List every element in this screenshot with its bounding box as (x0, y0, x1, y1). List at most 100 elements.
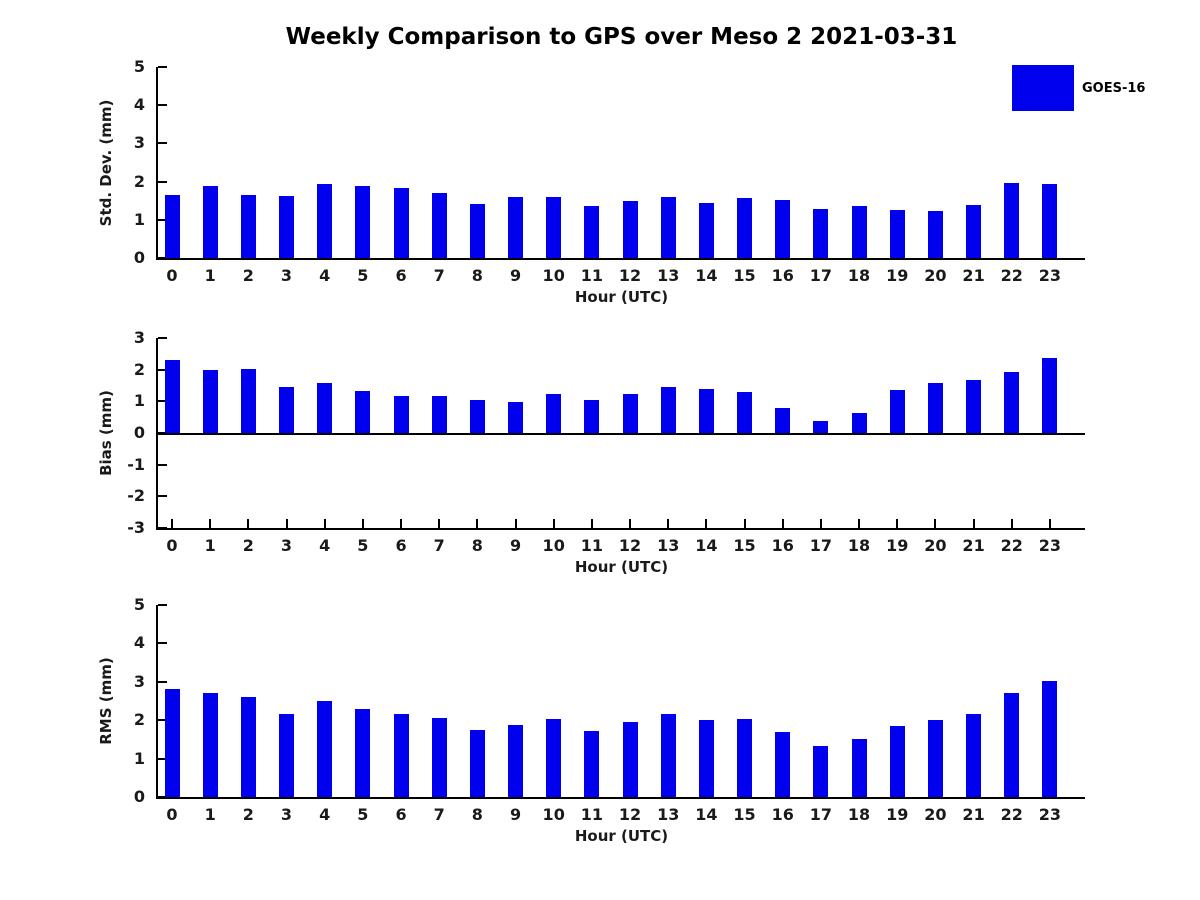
x-tick-mark (590, 519, 593, 528)
x-tick-label-22: 22 (1000, 266, 1023, 285)
x-tick-label-2: 2 (242, 266, 254, 285)
x-tick-label-1: 1 (204, 536, 216, 555)
bar-hour-12 (622, 721, 638, 797)
y-tick-mark (158, 104, 167, 107)
x-tick-label-2: 2 (242, 805, 254, 824)
legend: GOES-16 (1012, 65, 1145, 111)
legend-swatch-goes16 (1012, 65, 1074, 111)
x-tick-label-11: 11 (580, 805, 603, 824)
bar-hour-18 (851, 412, 867, 433)
bar-hour-9 (508, 196, 524, 258)
bar-hour-1 (202, 692, 218, 797)
x-tick-mark (1048, 519, 1051, 528)
bar-hour-12 (622, 201, 638, 258)
x-tick-mark (361, 519, 364, 528)
x-tick-label-8: 8 (471, 536, 483, 555)
x-tick-label-17: 17 (809, 266, 833, 285)
x-tick-mark (934, 519, 937, 528)
x-tick-mark (514, 519, 517, 528)
x-tick-label-6: 6 (395, 536, 407, 555)
bias-y-axis-line (156, 338, 158, 530)
x-tick-label-3: 3 (280, 536, 293, 555)
x-tick-label-4: 4 (319, 266, 331, 285)
x-tick-label-20: 20 (924, 536, 947, 555)
bar-hour-14 (698, 202, 714, 258)
y-tick-label: 3 (133, 328, 145, 347)
bar-hour-23 (1042, 680, 1058, 797)
y-tick-label: -3 (127, 518, 145, 537)
bar-hour-21 (966, 380, 982, 433)
x-tick-label-15: 15 (733, 266, 756, 285)
x-tick-label-18: 18 (847, 805, 871, 824)
y-tick-label: -1 (127, 454, 145, 474)
bar-hour-1 (202, 370, 218, 433)
x-tick-label-21: 21 (962, 536, 985, 555)
bar-hour-20 (927, 382, 943, 433)
y-tick-mark (158, 400, 167, 403)
bar-hour-7 (431, 193, 447, 258)
bar-hour-20 (927, 211, 943, 258)
bar-hour-3 (279, 387, 294, 433)
x-tick-mark (247, 519, 250, 528)
x-tick-mark (743, 519, 746, 528)
x-tick-label-16: 16 (771, 266, 794, 285)
bar-hour-10 (546, 393, 562, 433)
x-tick-label-13: 13 (657, 805, 680, 824)
legend-label-goes16: GOES-16 (1082, 80, 1146, 96)
y-tick-mark (158, 66, 167, 68)
bar-hour-4 (317, 184, 333, 258)
bar-hour-5 (355, 390, 371, 433)
x-tick-label-18: 18 (847, 536, 871, 555)
bar-hour-15 (737, 391, 753, 433)
bar-hour-5 (355, 709, 371, 797)
x-tick-label-14: 14 (695, 266, 718, 285)
x-tick-mark (819, 519, 822, 528)
bar-hour-11 (584, 730, 600, 797)
x-tick-label-2: 2 (242, 536, 254, 555)
x-tick-label-3: 3 (280, 805, 293, 824)
x-tick-mark (896, 519, 899, 528)
bar-hour-2 (240, 194, 256, 258)
y-tick-mark (158, 642, 167, 645)
bar-hour-19 (889, 209, 905, 258)
x-tick-label-15: 15 (733, 536, 756, 555)
y-tick-label: 2 (133, 171, 145, 191)
x-tick-label-7: 7 (433, 805, 445, 824)
bias-yaxis-label: Bias (mm) (97, 390, 115, 476)
bar-hour-16 (775, 199, 791, 258)
x-tick-label-1: 1 (204, 266, 216, 285)
bar-hour-9 (508, 401, 524, 433)
bar-hour-6 (393, 714, 409, 797)
y-tick-label: 0 (133, 248, 145, 267)
y-tick-mark (158, 604, 167, 606)
x-tick-mark (438, 519, 441, 528)
bar-hour-19 (889, 390, 905, 433)
bar-hour-8 (469, 729, 485, 797)
x-tick-mark (552, 519, 555, 528)
bar-hour-5 (355, 186, 371, 258)
y-tick-label: -2 (127, 486, 145, 506)
x-tick-mark (323, 519, 326, 528)
bar-hour-2 (240, 369, 256, 433)
stddev-yaxis-label: Std. Dev. (mm) (97, 99, 115, 226)
bar-hour-12 (622, 394, 638, 433)
y-tick-label: 1 (133, 748, 145, 768)
y-tick-mark (158, 680, 167, 683)
bar-hour-6 (393, 188, 409, 258)
x-tick-mark (972, 519, 975, 528)
x-tick-mark (171, 519, 173, 528)
y-tick-label: 4 (133, 95, 145, 115)
bar-hour-11 (584, 399, 600, 433)
bar-hour-17 (813, 209, 829, 258)
x-tick-label-9: 9 (509, 266, 522, 285)
x-tick-mark (667, 519, 670, 528)
x-tick-label-10: 10 (542, 266, 565, 285)
bias-x-axis-line (156, 528, 1085, 530)
bar-hour-22 (1004, 371, 1020, 433)
zero-line (158, 433, 1085, 435)
y-tick-mark (158, 527, 167, 529)
bar-hour-15 (737, 198, 753, 258)
x-tick-mark (400, 519, 403, 528)
